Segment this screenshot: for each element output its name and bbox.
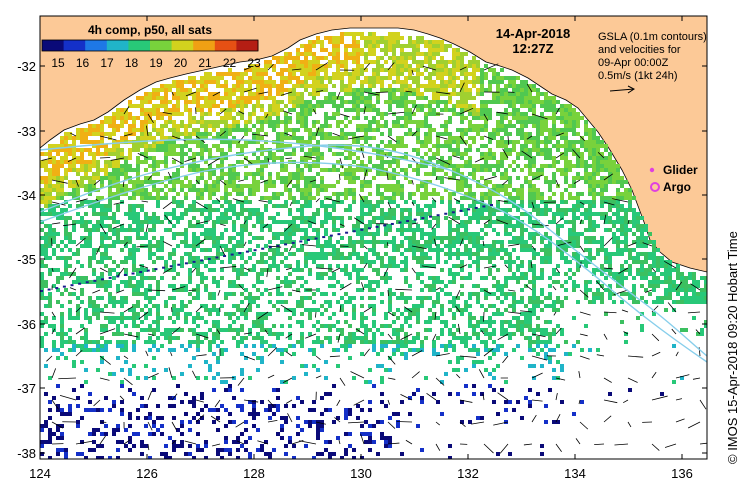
x-tick-label: 132: [457, 466, 479, 481]
argo-marker-icon: [650, 182, 660, 192]
colorbar-tick: 15: [51, 56, 65, 70]
info-line-3: 09-Apr 00:00Z: [598, 57, 669, 69]
legend-argo: Argo: [663, 180, 691, 194]
credit-text: © IMOS 15-Apr-2018 09:20 Hobart Time: [725, 231, 740, 464]
plot-area: [40, 16, 707, 459]
legend-glider: Glider: [663, 163, 698, 177]
y-tick-label: -36: [17, 317, 36, 332]
velocity-info: GSLA (0.1m contours) and velocities for …: [598, 31, 707, 94]
legend: Glider Argo: [649, 163, 698, 194]
colorbar-tick: 23: [247, 56, 261, 70]
sst-pixels: [40, 32, 707, 459]
y-tick-label: -34: [17, 188, 36, 203]
colorbar: 4h comp, p50, all sats 15 16 17 18 19 20 21 22 2…: [41, 23, 261, 70]
info-line-2: and velocities for: [598, 44, 681, 56]
colorbar-tick: 18: [125, 56, 139, 70]
date-label: 14-Apr-2018: [496, 26, 570, 41]
y-axis: -32 -33 -34 -35 -36 -37 -38: [17, 59, 707, 461]
colorbar-tick: 20: [174, 56, 188, 70]
x-tick-label: 136: [671, 466, 693, 481]
y-tick-label: -35: [17, 252, 36, 267]
glider-marker-icon: [649, 167, 655, 173]
x-tick-label: 124: [29, 466, 51, 481]
plot-frame: [39, 15, 708, 460]
x-tick-label: 134: [564, 466, 586, 481]
colorbar-tick: 21: [198, 56, 212, 70]
colorbar-title: 4h comp, p50, all sats: [88, 23, 212, 37]
y-tick-label: -37: [17, 381, 36, 396]
colorbar-tick: 17: [100, 56, 114, 70]
x-axis: 124 126 128 130 132 134 136: [29, 16, 693, 481]
colorbar-tick: 19: [149, 56, 163, 70]
y-tick-label: -33: [17, 124, 36, 139]
colorbar-tick: 16: [76, 56, 90, 70]
glider-track: [40, 204, 493, 292]
gsla-contours: [40, 138, 707, 363]
y-tick-label: -38: [17, 446, 36, 461]
y-tick-label: -32: [17, 59, 36, 74]
scale-arrow-icon: [609, 85, 635, 94]
x-tick-label: 128: [243, 466, 265, 481]
colorbar-tick: 22: [223, 56, 237, 70]
x-tick-label: 130: [350, 466, 372, 481]
time-label: 12:27Z: [512, 41, 553, 56]
x-tick-label: 126: [136, 466, 158, 481]
info-line-1: GSLA (0.1m contours): [598, 31, 707, 43]
info-line-4: 0.5m/s (1kt 24h): [598, 70, 677, 82]
velocity-arrows: [41, 62, 707, 454]
